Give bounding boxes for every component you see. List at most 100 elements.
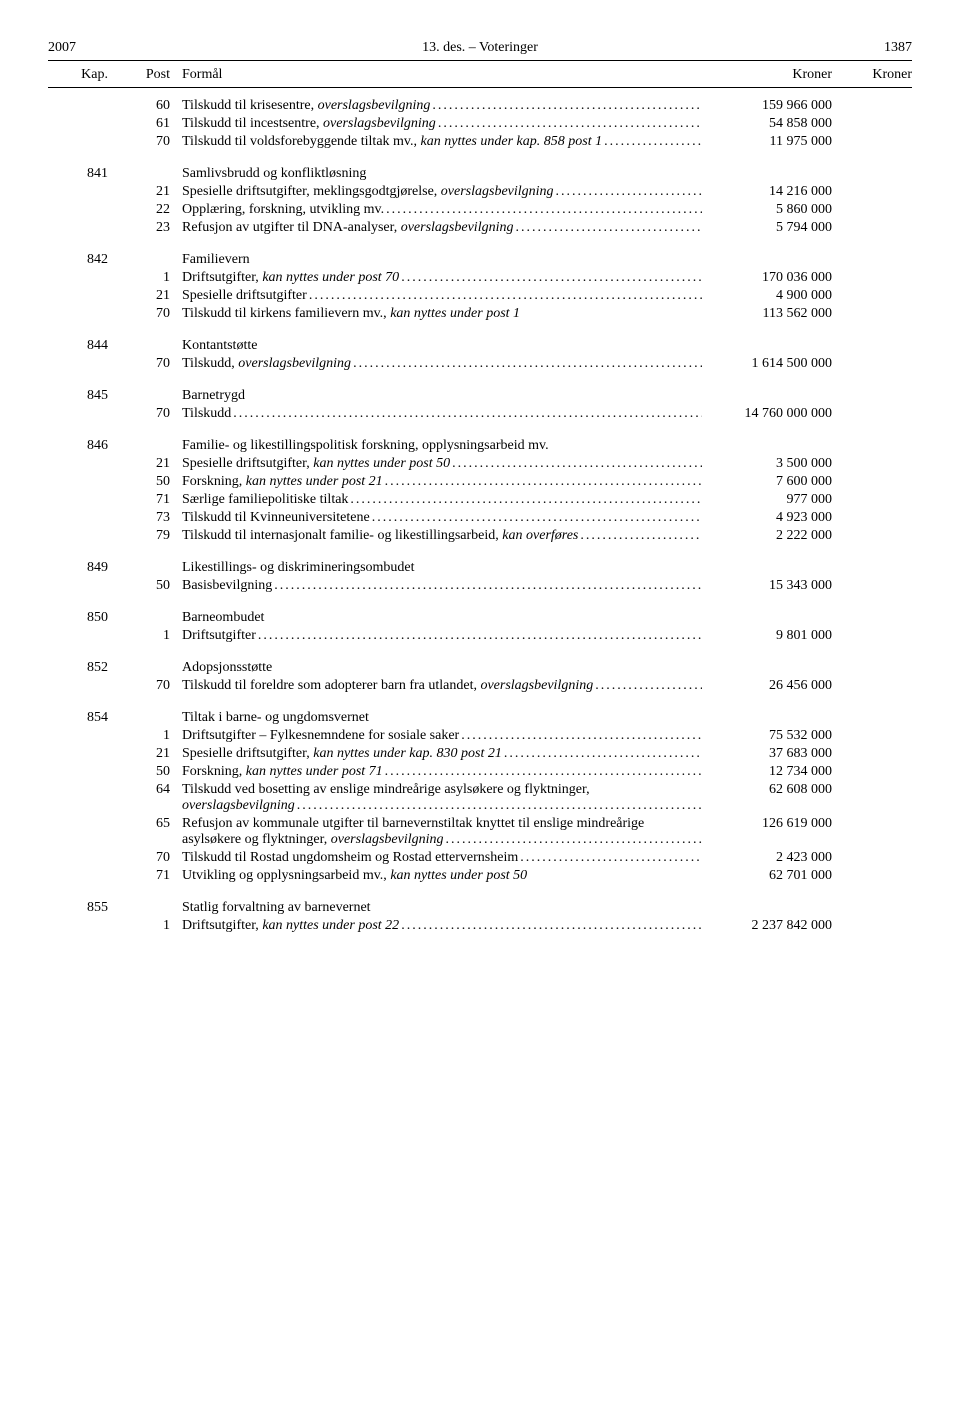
post-number: 1 (120, 918, 182, 934)
table-row: 22Opplæring, forskning, utvikling mv. 5 … (48, 202, 912, 218)
col-post: Post (120, 67, 182, 83)
row-amount: 159 966 000 (702, 98, 832, 114)
row-description: Tilskudd til foreldre som adopterer barn… (182, 678, 702, 694)
row-amount: 2 222 000 (702, 528, 832, 544)
row-description: Refusjon av utgifter til DNA-analyser, o… (182, 220, 702, 236)
row-amount: 113 562 000 (702, 306, 832, 322)
table-row: 50Forskning, kan nyttes under post 71 12… (48, 764, 912, 780)
kap-number: 842 (48, 252, 120, 268)
table-row: 21Spesielle driftsutgifter, meklingsgodt… (48, 184, 912, 200)
row-description: Forskning, kan nyttes under post 71 (182, 764, 702, 780)
group-title-row: 850Barneombudet (48, 610, 912, 626)
table-row: 70Tilskudd, overslagsbevilgning 1 614 50… (48, 356, 912, 372)
table-row: 71Særlige familiepolitiske tiltak 977 00… (48, 492, 912, 508)
table-row: 70Tilskudd 14 760 000 000 (48, 406, 912, 422)
group-title: Statlig forvaltning av barnevernet (182, 900, 702, 916)
row-description: Forskning, kan nyttes under post 21 (182, 474, 702, 490)
page-header: 2007 13. des. – Voteringer 1387 (48, 40, 912, 61)
row-description: Særlige familiepolitiske tiltak (182, 492, 702, 508)
table-row: 1Driftsutgifter – Fylkesnemndene for sos… (48, 728, 912, 744)
kap-number: 845 (48, 388, 120, 404)
post-number: 1 (120, 728, 182, 744)
kap-number: 854 (48, 710, 120, 726)
table-row: 71Utvikling og opplysningsarbeid mv., ka… (48, 868, 912, 884)
group-title-row: 849Likestillings- og diskrimineringsombu… (48, 560, 912, 576)
row-description: Driftsutgifter – Fylkesnemndene for sosi… (182, 728, 702, 744)
post-number: 50 (120, 474, 182, 490)
kap-number: 841 (48, 166, 120, 182)
group-title-row: 854 Tiltak i barne- og ungdomsvernet (48, 710, 912, 726)
row-amount: 3 500 000 (702, 456, 832, 472)
post-number: 71 (120, 492, 182, 508)
row-description: Driftsutgifter (182, 628, 702, 644)
row-description: Tilskudd til kirkens familievern mv., ka… (182, 306, 702, 322)
row-description: Tilskudd til voldsforebyggende tiltak mv… (182, 134, 702, 150)
post-number: 73 (120, 510, 182, 526)
kap-number: 844 (48, 338, 120, 354)
row-amount: 9 801 000 (702, 628, 832, 644)
row-description: Basisbevilgning (182, 578, 702, 594)
row-amount: 26 456 000 (702, 678, 832, 694)
row-amount: 11 975 000 (702, 134, 832, 150)
row-description: Tilskudd til internasjonalt familie- og … (182, 528, 702, 544)
row-amount: 62 701 000 (702, 868, 832, 884)
table-row: 50Basisbevilgning 15 343 000 (48, 578, 912, 594)
row-amount: 37 683 000 (702, 746, 832, 762)
table-row: 70Tilskudd til Rostad ungdomsheim og Ros… (48, 850, 912, 866)
post-number: 1 (120, 270, 182, 286)
row-description: Tilskudd til incestsentre, overslagsbevi… (182, 116, 702, 132)
row-amount: 14 760 000 000 (702, 406, 832, 422)
row-amount: 75 532 000 (702, 728, 832, 744)
row-description: Driftsutgifter, kan nyttes under post 70 (182, 270, 702, 286)
group-title: Barnetrygd (182, 388, 702, 404)
table-row: 1Driftsutgifter, kan nyttes under post 7… (48, 270, 912, 286)
row-description: Spesielle driftsutgifter, meklingsgodtgj… (182, 184, 702, 200)
post-number: 50 (120, 764, 182, 780)
col-kroner1: Kroner (702, 67, 832, 83)
group-title: Tiltak i barne- og ungdomsvernet (182, 710, 702, 726)
row-amount: 12 734 000 (702, 764, 832, 780)
row-amount: 2 237 842 000 (702, 918, 832, 934)
post-number: 70 (120, 134, 182, 150)
row-description: Refusjon av kommunale utgifter til barne… (182, 816, 702, 848)
post-number: 70 (120, 356, 182, 372)
post-number: 64 (120, 782, 182, 798)
table-row: 21Spesielle driftsutgifter, kan nyttes u… (48, 746, 912, 762)
group-title: Familievern (182, 252, 702, 268)
group-title-row: 842 Familievern (48, 252, 912, 268)
kap-number: 846 (48, 438, 120, 454)
row-amount: 14 216 000 (702, 184, 832, 200)
row-amount: 5 860 000 (702, 202, 832, 218)
post-number: 65 (120, 816, 182, 832)
post-number: 22 (120, 202, 182, 218)
group-title: Samlivsbrudd og konfliktløsning (182, 166, 702, 182)
table-row: 79Tilskudd til internasjonalt familie- o… (48, 528, 912, 544)
header-year: 2007 (48, 40, 76, 56)
group-title-row: 846Familie- og likestillingspolitisk for… (48, 438, 912, 454)
group-title-row: 844 Kontantstøtte (48, 338, 912, 354)
row-description: Spesielle driftsutgifter, kan nyttes und… (182, 456, 702, 472)
table-row: 1Driftsutgifter 9 801 000 (48, 628, 912, 644)
col-kroner2: Kroner (832, 67, 912, 83)
post-number: 61 (120, 116, 182, 132)
table-row: 65Refusjon av kommunale utgifter til bar… (48, 816, 912, 848)
table-header: Kap. Post Formål Kroner Kroner (48, 67, 912, 88)
table-row: 60Tilskudd til krisesentre, overslagsbev… (48, 98, 912, 114)
table-row: 23Refusjon av utgifter til DNA-analyser,… (48, 220, 912, 236)
table-row: 70Tilskudd til voldsforebyggende tiltak … (48, 134, 912, 150)
row-amount: 4 900 000 (702, 288, 832, 304)
group-title-row: 845 Barnetrygd (48, 388, 912, 404)
group-title-row: 852Adopsjonsstøtte (48, 660, 912, 676)
row-amount: 126 619 000 (702, 816, 832, 832)
row-amount: 170 036 000 (702, 270, 832, 286)
row-amount: 15 343 000 (702, 578, 832, 594)
post-number: 70 (120, 850, 182, 866)
row-amount: 4 923 000 (702, 510, 832, 526)
table-row: 61Tilskudd til incestsentre, overslagsbe… (48, 116, 912, 132)
post-number: 50 (120, 578, 182, 594)
row-description: Tilskudd, overslagsbevilgning (182, 356, 702, 372)
row-description: Utvikling og opplysningsarbeid mv., kan … (182, 868, 702, 884)
row-amount: 7 600 000 (702, 474, 832, 490)
group-title: Kontantstøtte (182, 338, 702, 354)
post-number: 21 (120, 746, 182, 762)
